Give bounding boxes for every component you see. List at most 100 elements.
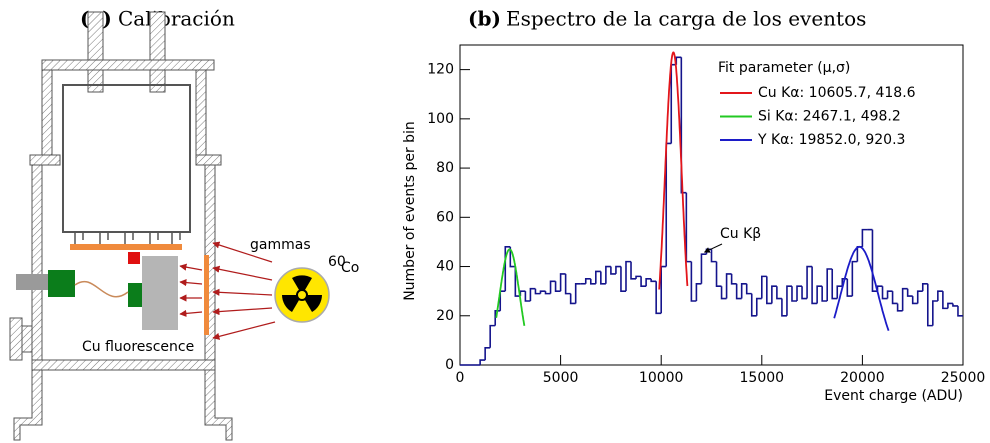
- histogram-bin: [640, 276, 647, 288]
- histogram-bin: [534, 288, 541, 295]
- x-axis-label: Event charge (ADU): [824, 388, 963, 404]
- electronics: [48, 270, 75, 297]
- y-tick-label: 40: [436, 259, 454, 275]
- histogram-bin: [932, 300, 938, 326]
- annotation-arrow: [703, 243, 723, 253]
- histogram-bin: [750, 293, 757, 317]
- copper-foil: [204, 255, 209, 335]
- histogram-bin: [620, 266, 626, 292]
- copper-plate: [70, 244, 182, 250]
- histogram-bin: [761, 275, 767, 299]
- diagram-title: Calibración: [118, 7, 235, 31]
- histogram-bin: [499, 290, 506, 311]
- bottom: [31, 359, 216, 371]
- arrows: [179, 241, 276, 340]
- histogram-bin: [645, 278, 652, 287]
- histogram-bin: [479, 359, 486, 365]
- histogram-bin: [710, 249, 717, 263]
- flange: [195, 154, 222, 166]
- histogram-bin: [856, 246, 863, 262]
- x-tick-label: 5000: [543, 370, 579, 386]
- histogram-bin: [942, 291, 948, 310]
- histogram-bin: [937, 290, 943, 301]
- port: [9, 317, 23, 361]
- histogram-bin: [851, 260, 858, 297]
- histogram-bin: [806, 265, 813, 299]
- histogram-bin: [791, 286, 798, 302]
- histogram-bin: [524, 291, 531, 302]
- histogram-bin: [776, 286, 782, 300]
- histogram-bin: [690, 261, 697, 302]
- histogram-bin: [826, 268, 833, 301]
- chart-title: Espectro de la carga de los eventos: [506, 7, 866, 31]
- histogram-bin: [494, 310, 501, 326]
- histogram-bin: [886, 290, 893, 299]
- y-tick-label: 100: [427, 111, 454, 127]
- histogram-bin: [947, 302, 953, 309]
- histogram-bin: [559, 273, 566, 292]
- histogram-bin: [771, 285, 777, 304]
- x-tick-label: 15000: [740, 370, 785, 386]
- histogram-bin: [504, 246, 511, 292]
- tabs: [74, 231, 181, 244]
- histogram-bin: [755, 297, 762, 316]
- histogram-bin: [846, 278, 853, 297]
- histogram-bin: [665, 142, 672, 267]
- histogram-bin: [549, 280, 556, 294]
- histogram-bin: [801, 286, 808, 300]
- gammas-label: gammas: [250, 237, 311, 253]
- histogram-bin: [509, 246, 516, 268]
- histogram-bin: [831, 269, 838, 300]
- legend-title: Fit parameter (μ,σ): [718, 60, 850, 76]
- y-tick-label: 0: [445, 357, 454, 373]
- histogram-bin: [635, 275, 642, 279]
- isotope-mass: 60: [328, 254, 346, 270]
- inner-box: [62, 84, 191, 233]
- histogram-bin: [796, 285, 803, 301]
- histogram-bin: [735, 283, 742, 300]
- annotation: Cu Kβ: [720, 226, 761, 242]
- pipe: [149, 11, 166, 93]
- histogram-bin: [952, 303, 958, 307]
- flange: [29, 154, 61, 166]
- y-tick-label: 60: [436, 209, 454, 225]
- plot-frame: [459, 44, 964, 366]
- x-tick-label: 25000: [941, 370, 986, 386]
- pipe: [87, 11, 104, 93]
- histogram-bin: [740, 282, 747, 299]
- histogram-bin: [554, 281, 561, 292]
- y-tick-label: 20: [436, 308, 454, 324]
- wall: [31, 164, 43, 371]
- source: [128, 252, 140, 264]
- connector: [16, 274, 48, 290]
- target: [142, 256, 178, 330]
- histogram-bin: [685, 192, 692, 263]
- histogram-bin: [484, 346, 491, 361]
- legend-entry: Y Kα: 19852.0, 920.3: [757, 132, 905, 148]
- histogram-bin: [529, 287, 536, 301]
- cable: [74, 280, 129, 298]
- legend-entry: Cu Kα: 10605.7, 418.6: [758, 85, 916, 101]
- histogram-bin: [921, 282, 928, 292]
- port: [21, 325, 33, 353]
- histogram-bin: [811, 266, 818, 305]
- isotope-label: Co: [341, 260, 359, 276]
- histogram-bin: [574, 282, 581, 304]
- y-axis-label: Number of events per bin: [402, 121, 418, 301]
- histogram-bin: [595, 270, 601, 284]
- fit-curve: [495, 248, 526, 326]
- histogram-bin: [836, 285, 843, 299]
- histogram-bin: [891, 291, 898, 305]
- histogram-bin: [906, 288, 913, 297]
- histogram-bin: [489, 324, 496, 348]
- histogram-bin: [514, 266, 521, 297]
- histogram-bin: [625, 260, 632, 292]
- histogram-bin: [569, 293, 576, 305]
- flange: [41, 59, 215, 71]
- histogram-bin: [725, 273, 732, 299]
- histogram-bin: [861, 228, 868, 247]
- diagram: (a) Calibración: [9, 7, 359, 441]
- histogram-bin: [821, 286, 828, 302]
- histogram-bin: [610, 266, 616, 275]
